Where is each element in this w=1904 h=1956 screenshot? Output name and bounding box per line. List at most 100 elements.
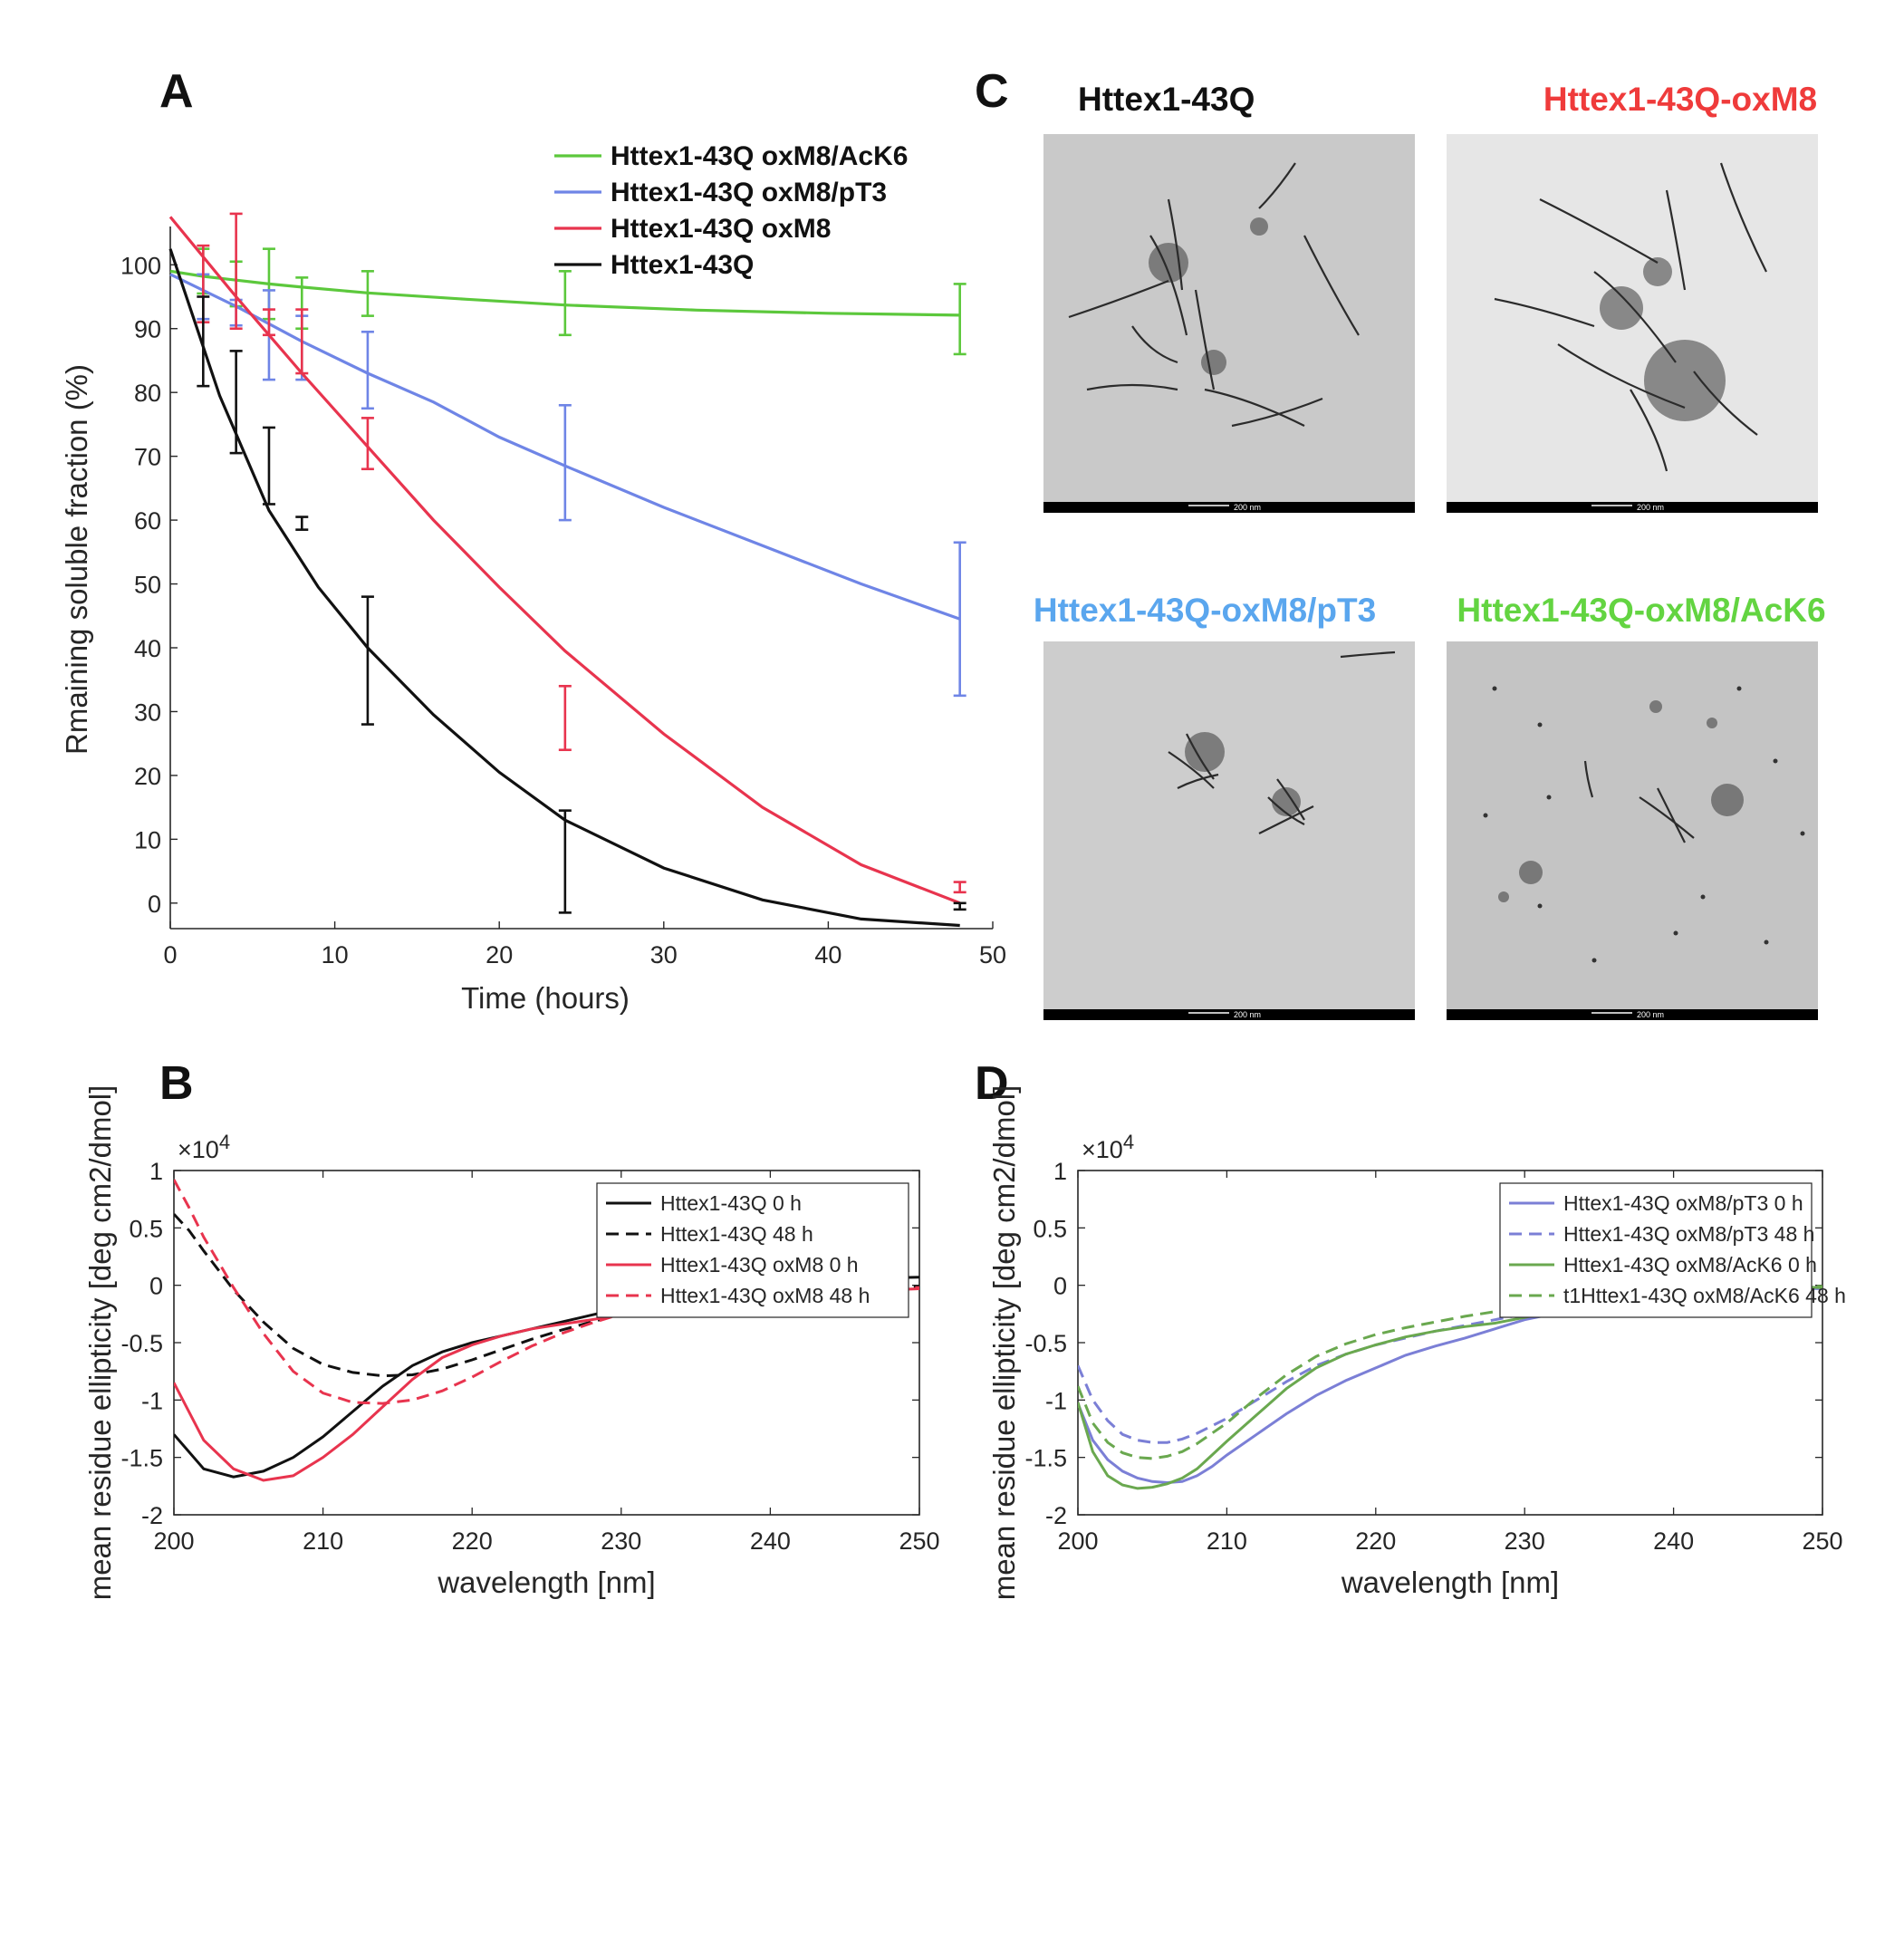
particle-aggregate xyxy=(1149,243,1188,283)
fibril xyxy=(1267,796,1305,825)
y-tick-label: 20 xyxy=(134,763,161,790)
particle-aggregate xyxy=(1185,732,1225,772)
x-tick-label: 0 xyxy=(163,941,177,968)
scale-strip xyxy=(1043,1009,1415,1020)
legend-entry: t1Httex1-43Q oxM8/AcK6 48 h xyxy=(1563,1284,1846,1307)
fibril xyxy=(1177,773,1219,789)
legend-entry: Httex1-43Q oxM8/pT3 xyxy=(611,178,887,207)
legend-entry: Httex1-43Q oxM8 48 h xyxy=(660,1284,870,1307)
legend-entry: Httex1-43Q oxM8/pT3 48 h xyxy=(1563,1222,1814,1246)
y-tick-label: -2 xyxy=(141,1502,163,1529)
panel-a-solubility-chart: 0 10 20 30 40 50 0 10 20 30 40 50 60 70 80 90 100 Time (h… xyxy=(60,141,1006,1015)
x-tick-label: 250 xyxy=(1802,1527,1842,1555)
particle-dot xyxy=(1764,939,1769,945)
particle-dot xyxy=(1537,722,1543,727)
series-line xyxy=(174,1213,919,1378)
legend-entry: Httex1-43Q 0 h xyxy=(660,1191,802,1215)
x-tick-label: 40 xyxy=(814,941,841,968)
particle-dot xyxy=(1537,903,1543,909)
y-tick-label: 90 xyxy=(134,316,161,343)
particle-dot xyxy=(1800,831,1805,836)
micrograph-4: 200 nm xyxy=(1447,641,1818,1020)
micrograph-image xyxy=(1447,641,1818,1020)
y-tick-label: -1 xyxy=(1045,1387,1067,1414)
x-tick-label: 230 xyxy=(601,1527,641,1555)
x-axis-title: Time (hours) xyxy=(461,981,630,1015)
micrograph-title: Httex1-43Q xyxy=(1078,81,1255,118)
particle-aggregate xyxy=(1644,340,1726,421)
x-tick-label: 220 xyxy=(452,1527,493,1555)
particle-dot xyxy=(1700,894,1706,900)
x-tick-label: 10 xyxy=(322,941,349,968)
x-tick-label: 240 xyxy=(750,1527,791,1555)
y-tick-label: -1.5 xyxy=(120,1445,163,1472)
scale-bar-label: 200 nm xyxy=(1234,1010,1261,1019)
fibril xyxy=(1131,325,1178,364)
x-tick-label: 50 xyxy=(979,941,1006,968)
fibril xyxy=(1719,162,1767,273)
fibril xyxy=(1276,778,1305,821)
fibril xyxy=(1494,297,1595,328)
y-tick-label: -1 xyxy=(141,1387,163,1414)
legend-entry: Httex1-43Q oxM8 0 h xyxy=(660,1253,859,1277)
particle-aggregate xyxy=(1272,787,1301,816)
particle-aggregate xyxy=(1643,257,1672,286)
legend-entry: Httex1-43Q xyxy=(611,250,754,280)
y-tick-label: 1 xyxy=(1053,1158,1067,1185)
y-tick-label: 10 xyxy=(134,826,161,853)
scale-strip xyxy=(1447,1009,1818,1020)
x-tick-label: 220 xyxy=(1355,1527,1396,1555)
fibril xyxy=(1149,235,1188,336)
micrograph-3: 200 nm xyxy=(1043,641,1415,1020)
legend-entry: Httex1-43Q oxM8/AcK6 xyxy=(611,141,908,171)
fibril xyxy=(1583,760,1594,798)
fibril xyxy=(1303,235,1360,336)
x-tick-label: 30 xyxy=(650,941,678,968)
x-tick-label: 200 xyxy=(1057,1527,1098,1555)
y-axis-title: Rmaining soluble fraction (%) xyxy=(60,364,93,755)
particle-aggregate xyxy=(1707,718,1717,728)
fibril xyxy=(1168,751,1215,789)
y-tick-label: -1.5 xyxy=(1024,1445,1067,1472)
x-axis-title: wavelength [nm] xyxy=(1341,1566,1559,1599)
y-axis-title: mean residue ellipticity [deg cm2/dmol] xyxy=(987,1085,1021,1601)
particle-aggregate xyxy=(1250,217,1268,236)
particle-dot xyxy=(1736,686,1742,691)
y-exponent-label: ×104 xyxy=(178,1131,230,1163)
panel-b-cd-spectra: 200 210 220 230 240 250 -2 -1.5 -1 -0.5 0 0.5 1 ×104 w… xyxy=(83,1085,940,1601)
legend-entry: Httex1-43Q 48 h xyxy=(660,1222,813,1246)
fibril xyxy=(1665,189,1687,291)
fibril xyxy=(1086,383,1178,391)
panel-letter-c: C xyxy=(975,65,1009,118)
fibril xyxy=(1194,289,1216,390)
particle-aggregate xyxy=(1600,286,1643,330)
fibril xyxy=(1593,271,1677,363)
micrograph-image xyxy=(1043,641,1415,1020)
micrograph-1: 200 nm xyxy=(1043,134,1415,513)
scale-bar-label: 200 nm xyxy=(1637,1010,1664,1019)
micrograph-title: Httex1-43Q-oxM8/pT3 xyxy=(1034,592,1376,629)
legend-entry: Httex1-43Q oxM8/pT3 0 h xyxy=(1563,1191,1803,1215)
y-tick-label: 0.5 xyxy=(1033,1215,1067,1242)
particle-dot xyxy=(1546,795,1552,800)
panel-letter-d: D xyxy=(975,1057,1009,1110)
y-exponent-power: 4 xyxy=(1123,1131,1134,1153)
scale-bar-label: 200 nm xyxy=(1637,503,1664,512)
x-axis-title: wavelength [nm] xyxy=(437,1566,655,1599)
y-tick-label: 80 xyxy=(134,380,161,407)
scale-strip xyxy=(1043,502,1415,513)
y-tick-label: 40 xyxy=(134,635,161,662)
y-tick-label: 100 xyxy=(120,252,161,279)
y-tick-label: -2 xyxy=(1045,1502,1067,1529)
fibril xyxy=(1258,805,1314,834)
micrograph-2: 200 nm xyxy=(1447,134,1818,513)
panel-c-em-micrographs: 200 nm Httex1-43Q 200 nm Httex1-43Q-oxM8 200… xyxy=(1034,81,1826,1020)
micrograph-image xyxy=(1043,134,1415,513)
fibril xyxy=(1693,371,1758,436)
fibril xyxy=(1068,279,1169,319)
fibril xyxy=(1258,162,1296,209)
fibril xyxy=(1557,343,1686,410)
y-tick-label: 0.5 xyxy=(129,1215,163,1242)
